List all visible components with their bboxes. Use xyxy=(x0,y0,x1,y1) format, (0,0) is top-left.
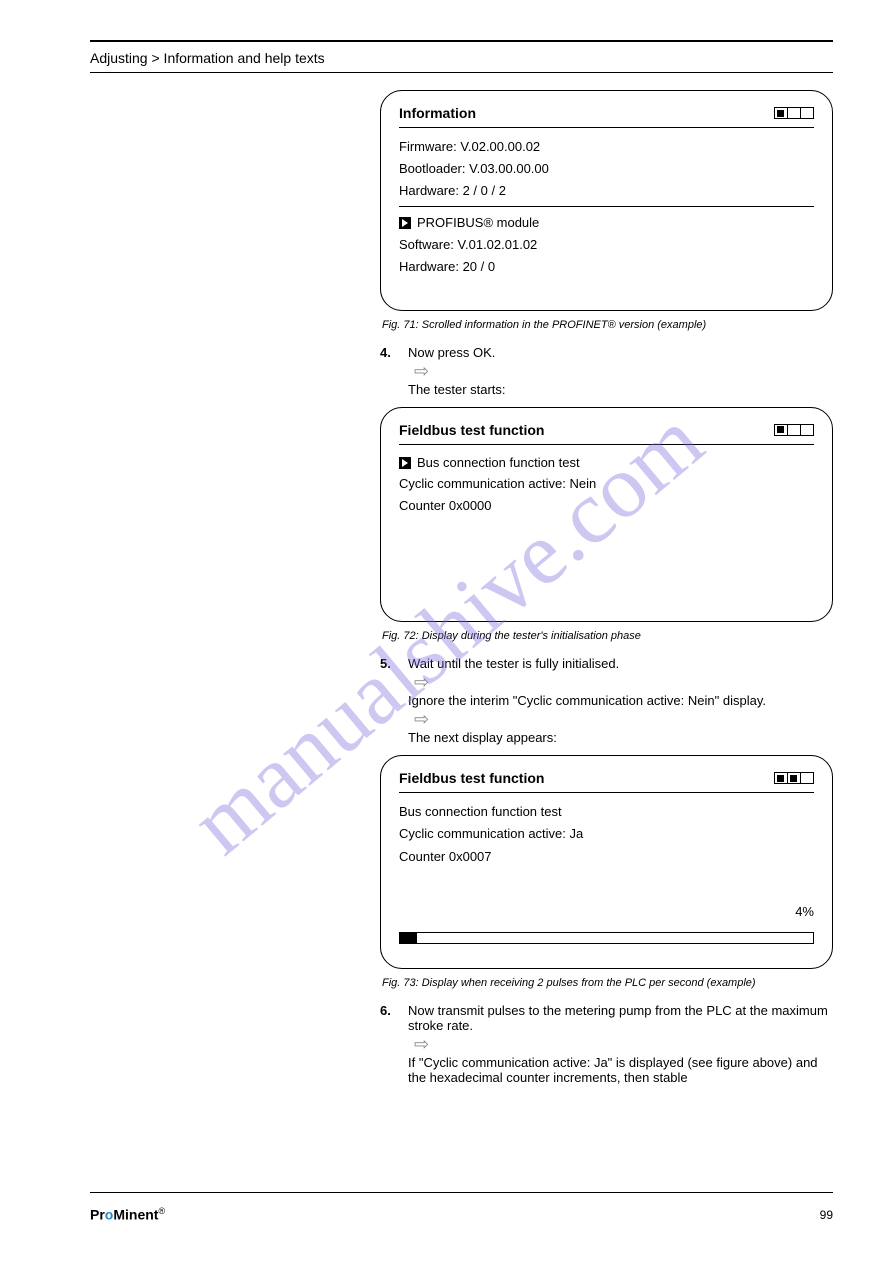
lcd-screen-info: Information Firmware: V.02.00.00.02 Boot… xyxy=(380,90,833,311)
step-text: Now transmit pulses to the metering pump… xyxy=(408,1003,833,1033)
lcd-body: Bus connection function test Cyclic comm… xyxy=(399,445,814,607)
play-cursor-icon xyxy=(399,457,411,469)
footer: ProMinent® 99 xyxy=(90,1206,833,1223)
result-arrow-icon: ⇨ xyxy=(414,673,766,691)
lcd-divider xyxy=(399,206,814,207)
signal-box-1 xyxy=(774,107,788,119)
signal-box-1 xyxy=(774,424,788,436)
lcd-title: Fieldbus test function xyxy=(399,422,544,438)
lcd-screen-test-active: Fieldbus test function Bus connection fu… xyxy=(380,755,833,969)
step-5: 5. Wait until the tester is fully initia… xyxy=(380,656,833,745)
step-result2: The next display appears: xyxy=(408,730,766,745)
top-rule xyxy=(90,40,833,42)
content-column: Information Firmware: V.02.00.00.02 Boot… xyxy=(380,90,833,1095)
signal-indicator xyxy=(775,107,814,119)
step-result1: Ignore the interim "Cyclic communication… xyxy=(408,693,766,708)
step-6: 6. Now transmit pulses to the metering p… xyxy=(380,1003,833,1085)
step-4: 4. Now press OK. ⇨ The tester starts: xyxy=(380,345,833,397)
counter-value: Counter 0x0007 xyxy=(399,846,814,868)
lcd-body: Firmware: V.02.00.00.02 Bootloader: V.03… xyxy=(399,128,814,296)
test-label: Bus connection function test xyxy=(417,453,580,473)
progress-fill xyxy=(400,933,417,943)
lcd-titlebar: Fieldbus test function xyxy=(399,418,814,445)
page-container: Adjusting > Information and help texts I… xyxy=(90,40,833,1223)
lcd-titlebar: Information xyxy=(399,101,814,128)
comm-status: Cyclic communication active: Ja xyxy=(399,823,814,845)
signal-box-2 xyxy=(787,107,801,119)
cursor-row: PROFIBUS® module xyxy=(399,213,814,233)
progress-bar xyxy=(399,932,814,944)
step-number: 6. xyxy=(380,1003,398,1018)
signal-box-1 xyxy=(774,772,788,784)
signal-box-2 xyxy=(787,424,801,436)
test-label: Bus connection function test xyxy=(399,801,814,823)
page-number: 99 xyxy=(820,1208,833,1222)
signal-box-3 xyxy=(800,107,814,119)
step-result: If "Cyclic communication active: Ja" is … xyxy=(408,1055,833,1085)
step-result: The tester starts: xyxy=(408,382,506,397)
figure-caption-71: Fig. 71: Scrolled information in the PRO… xyxy=(382,319,833,331)
cursor-row: Bus connection function test xyxy=(399,453,814,473)
play-cursor-icon xyxy=(399,217,411,229)
result-arrow-icon: ⇨ xyxy=(414,710,766,728)
result-arrow-icon: ⇨ xyxy=(414,362,506,380)
header-title: Adjusting > Information and help texts xyxy=(90,48,833,73)
signal-box-3 xyxy=(800,772,814,784)
signal-indicator xyxy=(775,772,814,784)
bottom-rule xyxy=(90,1192,833,1193)
comm-status: Cyclic communication active: Nein xyxy=(399,473,814,495)
progress-percent: 4% xyxy=(399,902,814,922)
step-text: Now press OK. xyxy=(408,345,506,360)
figure-caption-72: Fig. 72: Display during the tester's ini… xyxy=(382,630,833,642)
info-bootloader: Bootloader: V.03.00.00.00 xyxy=(399,158,814,180)
lcd-title: Information xyxy=(399,105,476,121)
module-label: PROFIBUS® module xyxy=(417,213,539,233)
prominent-logo: ProMinent® xyxy=(90,1206,165,1223)
figure-caption-73: Fig. 73: Display when receiving 2 pulses… xyxy=(382,977,833,989)
signal-indicator xyxy=(775,424,814,436)
signal-box-2 xyxy=(787,772,801,784)
signal-box-3 xyxy=(800,424,814,436)
info-hardware2: Hardware: 20 / 0 xyxy=(399,256,814,278)
info-hardware: Hardware: 2 / 0 / 2 xyxy=(399,180,814,202)
step-text: Wait until the tester is fully initialis… xyxy=(408,656,766,671)
step-number: 4. xyxy=(380,345,398,360)
lcd-titlebar: Fieldbus test function xyxy=(399,766,814,793)
lcd-body: Bus connection function test Cyclic comm… xyxy=(399,793,814,954)
counter-value: Counter 0x0000 xyxy=(399,495,814,517)
info-software: Software: V.01.02.01.02 xyxy=(399,234,814,256)
lcd-screen-test-init: Fieldbus test function Bus connection fu… xyxy=(380,407,833,622)
step-number: 5. xyxy=(380,656,398,671)
lcd-title: Fieldbus test function xyxy=(399,770,544,786)
result-arrow-icon: ⇨ xyxy=(414,1035,833,1053)
info-firmware: Firmware: V.02.00.00.02 xyxy=(399,136,814,158)
